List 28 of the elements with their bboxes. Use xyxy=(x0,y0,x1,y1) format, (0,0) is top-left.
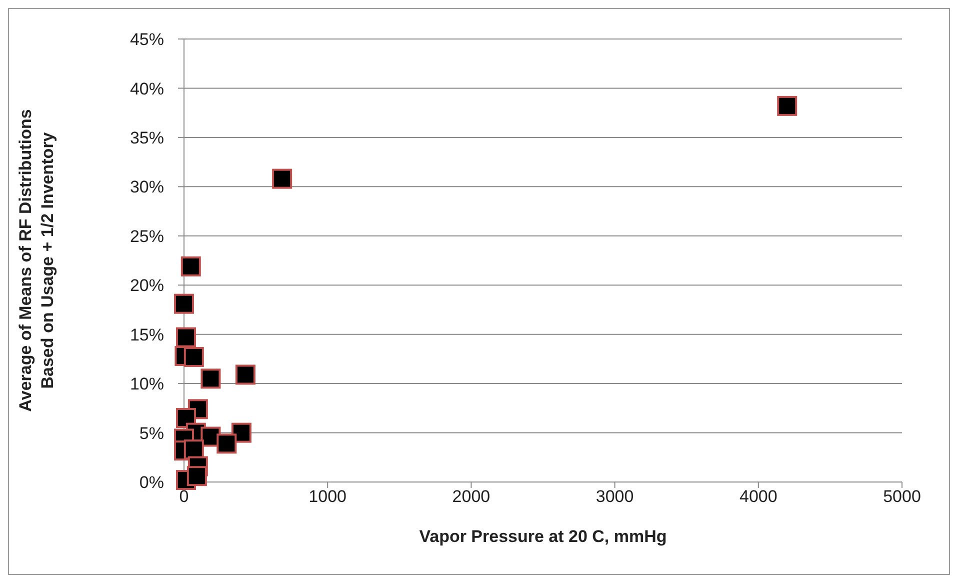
point xyxy=(186,466,207,486)
y-tick-label: 35% xyxy=(130,128,164,148)
point xyxy=(180,256,201,276)
point xyxy=(200,368,221,389)
x-axis-title: Vapor Pressure at 20 C, mmHg xyxy=(419,527,667,546)
point xyxy=(777,96,798,116)
point xyxy=(216,434,237,454)
x-tick-label: 5000 xyxy=(883,487,921,506)
y-axis-title: Average of Means of RF Distributions Based on Usage + 1/2 Inventory xyxy=(16,109,57,412)
point xyxy=(272,168,292,189)
y-tick-label: 20% xyxy=(130,276,164,296)
point xyxy=(184,346,204,367)
x-tick-label: 3000 xyxy=(596,487,634,506)
y-tick-label: 0% xyxy=(139,473,164,492)
point xyxy=(235,364,256,385)
y-tick-label: 15% xyxy=(130,325,164,344)
point xyxy=(176,327,196,348)
y-tick-label: 25% xyxy=(130,226,164,246)
y-tick-label: 40% xyxy=(130,79,164,98)
x-tick-label: 4000 xyxy=(739,487,778,506)
y-tick-label: 30% xyxy=(130,178,164,197)
y-tick-label: 45% xyxy=(130,30,164,50)
x-tick-label: 1000 xyxy=(308,487,347,506)
point xyxy=(174,294,194,314)
y-tick-label: 10% xyxy=(130,374,164,394)
x-tick-label: 2000 xyxy=(452,487,490,506)
y-tick-label: 5% xyxy=(139,424,164,443)
x-tick-label: 0 xyxy=(179,487,189,506)
